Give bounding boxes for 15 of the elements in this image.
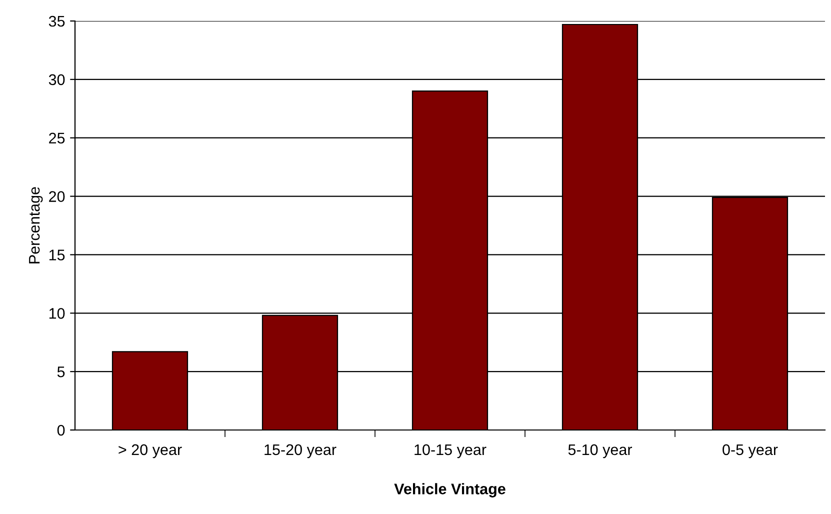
y-tick-label: 20: [49, 191, 65, 202]
y-tick-label: 25: [49, 132, 65, 144]
y-tick-label: 5: [57, 366, 65, 378]
x-axis-title: Vehicle Vintage: [394, 483, 506, 498]
x-tick-label: 0-5 year: [722, 444, 778, 458]
y-tick-label: 35: [48, 16, 65, 27]
x-tick-label: 15-20 year: [264, 444, 336, 458]
y-tick-label: 15: [49, 250, 65, 260]
x-tick-label: 10-15 year: [414, 444, 486, 458]
x-tick-label: 5-10 year: [568, 444, 632, 458]
y-tick-label: 30: [48, 74, 65, 86]
x-tick-label: > 20 year: [118, 444, 182, 458]
y-tick-label: 0: [57, 424, 65, 436]
y-axis-title: Percentage: [29, 187, 43, 264]
y-tick-label: 10: [49, 308, 65, 319]
